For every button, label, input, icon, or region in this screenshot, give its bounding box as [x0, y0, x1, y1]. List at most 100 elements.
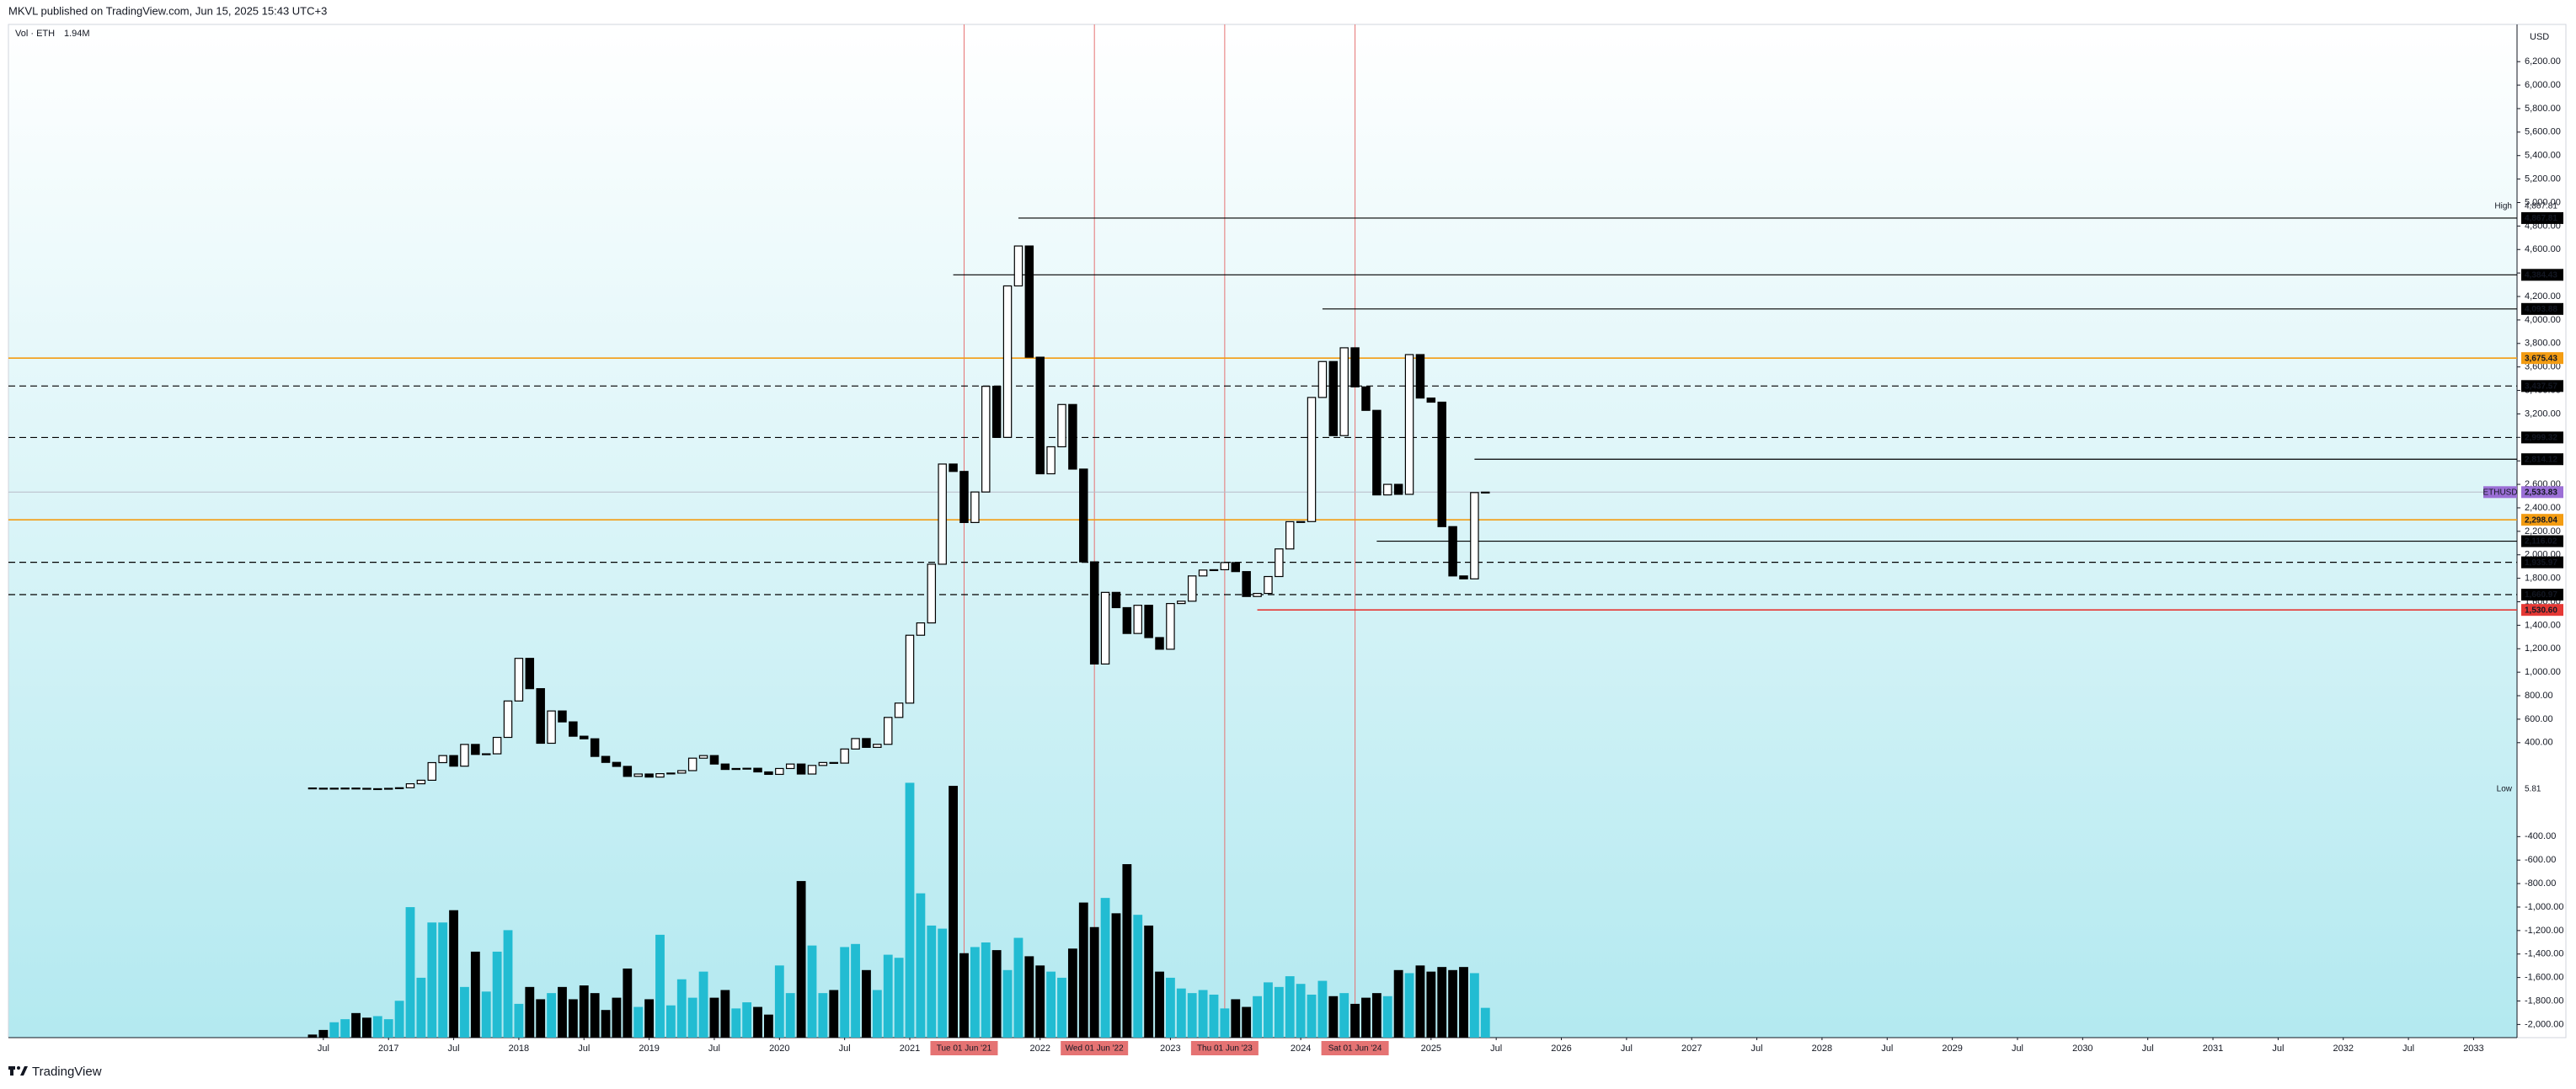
volume-bar — [1393, 969, 1403, 1038]
candle-body — [623, 766, 633, 777]
candle-body — [1361, 386, 1371, 411]
marker-label-box — [1061, 1041, 1129, 1055]
volume-bar — [644, 999, 655, 1038]
marker-label: Wed 01 Jun '22 — [1066, 1044, 1124, 1054]
x-tick-label: 2023 — [1160, 1044, 1180, 1054]
candle-body — [1166, 602, 1175, 650]
x-tick-label: 2022 — [1029, 1044, 1050, 1054]
candle-body — [590, 738, 600, 757]
pane-background — [8, 24, 2517, 1038]
x-tick-label: 2031 — [2203, 1044, 2223, 1054]
candle-body — [720, 763, 730, 771]
candle-body — [318, 787, 329, 790]
volume-bar — [1264, 982, 1273, 1038]
candle-body — [644, 773, 654, 778]
y-tick-label: -1,400.00 — [2525, 949, 2563, 959]
candle-body — [1317, 360, 1328, 398]
last-price-name: ETHUSD — [2482, 488, 2517, 497]
level-label: 2,298.04 — [2525, 515, 2557, 525]
candle-body — [905, 634, 915, 704]
volume-bar — [1274, 986, 1284, 1038]
volume-bar — [1144, 925, 1154, 1038]
volume-bar — [970, 947, 980, 1038]
y-tick-label: 4,000.00 — [2525, 315, 2561, 325]
volume-bar — [1253, 996, 1262, 1038]
volume-bar — [1187, 993, 1197, 1038]
volume-bar — [676, 979, 687, 1038]
level-label: 1,660.97 — [2525, 590, 2557, 600]
x-tick-label: 2033 — [2463, 1044, 2483, 1054]
volume-bar — [362, 1017, 371, 1038]
volume-bar — [1035, 965, 1045, 1038]
volume-bar — [731, 1008, 741, 1038]
y-tick-label: 3,600.00 — [2525, 362, 2561, 372]
y-tick-label: 2,200.00 — [2525, 526, 2561, 536]
candle-body — [1111, 591, 1121, 609]
volume-bar — [470, 951, 480, 1038]
candle-body — [949, 463, 958, 472]
level-box — [2521, 514, 2563, 526]
marker-label: Thu 01 Jun '23 — [1197, 1044, 1253, 1054]
last-price-label: 2,533.83 — [2525, 488, 2557, 497]
volume-bar — [416, 977, 426, 1038]
level-label: 3,675.43 — [2525, 354, 2557, 363]
y-tick-label: -1,000.00 — [2525, 902, 2563, 912]
candle-body — [362, 787, 371, 790]
volume-bar — [883, 954, 893, 1038]
volume-bar — [742, 1002, 752, 1038]
candle-body — [1187, 575, 1197, 602]
candle-body — [785, 763, 795, 770]
y-tick-label: 600.00 — [2525, 714, 2553, 724]
x-tick-label: 2021 — [900, 1044, 920, 1054]
candle-body — [666, 772, 676, 775]
last-price-box — [2521, 486, 2563, 499]
x-tick-label: 2025 — [1421, 1044, 1441, 1054]
candle-body — [709, 755, 719, 765]
high-value: 4,867.81 — [2525, 202, 2557, 211]
level-box — [2521, 535, 2563, 547]
marker-label: Sat 01 Jun '24 — [1328, 1044, 1382, 1054]
candle-body — [959, 471, 969, 523]
candle-body — [1264, 575, 1273, 595]
candle-body — [580, 735, 589, 739]
volume-bar — [1133, 915, 1143, 1038]
candle-body — [1133, 605, 1142, 634]
candle-body — [1307, 397, 1317, 522]
volume-bar — [851, 943, 860, 1038]
x-tick-label: Jul — [839, 1044, 851, 1054]
candle-body — [764, 771, 773, 776]
candle-body — [569, 721, 578, 737]
candle-body — [329, 787, 339, 790]
x-tick-label: 2018 — [509, 1044, 529, 1054]
marker-label-box — [930, 1041, 998, 1055]
volume-bar — [307, 1034, 318, 1038]
candle-body — [1415, 354, 1425, 399]
low-value: 5.81 — [2525, 784, 2541, 793]
volume-bar — [1209, 994, 1219, 1038]
volume-bar — [709, 997, 719, 1038]
candle-body — [1437, 401, 1446, 527]
candle-body — [601, 755, 611, 763]
x-tick-label: Jul — [448, 1044, 460, 1054]
volume-bar — [1361, 997, 1371, 1038]
x-tick-label: Jul — [1881, 1044, 1893, 1054]
candle-body — [1231, 562, 1241, 573]
volume-bar — [1339, 993, 1349, 1038]
marker-label-box — [1190, 1041, 1259, 1055]
volume-bar — [753, 1006, 762, 1038]
candle-body — [698, 755, 708, 759]
y-axis-unit: USD — [2530, 32, 2549, 42]
x-tick-label: Jul — [1621, 1044, 1633, 1054]
volume-bar — [449, 910, 458, 1038]
x-tick-label: Jul — [1751, 1044, 1763, 1054]
y-tick-label: 2,400.00 — [2525, 503, 2561, 513]
volume-bar — [872, 990, 882, 1038]
candle-body — [612, 761, 622, 767]
y-tick-label: -600.00 — [2525, 855, 2556, 865]
level-label: 4,384.43 — [2525, 270, 2557, 280]
candle-body — [1404, 354, 1414, 495]
volume-bar — [720, 990, 730, 1038]
level-label: 2,999.32 — [2525, 434, 2557, 443]
level-box — [2521, 302, 2563, 315]
volume-bar — [981, 942, 991, 1038]
